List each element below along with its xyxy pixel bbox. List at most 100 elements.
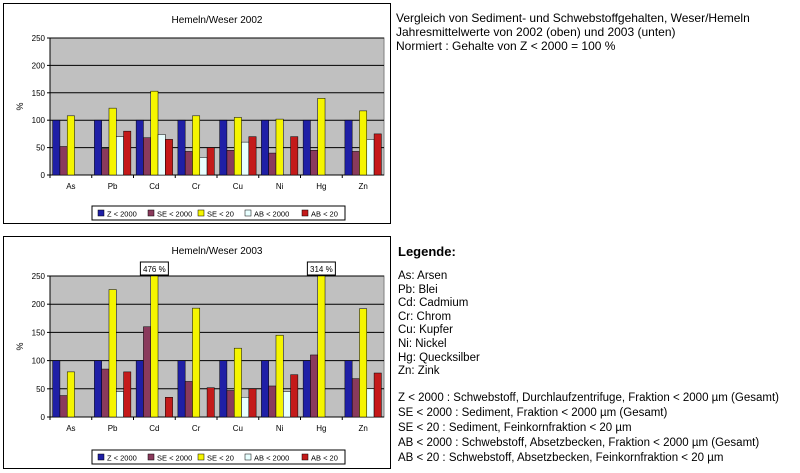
x-tick-label: Hg <box>316 424 326 433</box>
bar <box>359 110 368 176</box>
legend-swatch <box>301 209 309 217</box>
chart-2002: 0 50 100 150 200 250% Hemeln/Weser 2002 As Pb Cd C… <box>3 3 391 224</box>
bar <box>233 117 242 176</box>
bar <box>150 90 159 176</box>
bar <box>52 360 61 418</box>
value-callout-label: 314 % <box>310 265 333 274</box>
legend-label: SE < 2000 <box>157 454 192 463</box>
description: Vergleich von Sediment- und Schwebstoffg… <box>396 11 750 53</box>
x-tick-label: Cu <box>233 424 243 433</box>
bar <box>59 146 68 176</box>
element-item: Ni: Nickel <box>398 337 447 350</box>
bar <box>66 115 75 176</box>
x-tick-label: Hg <box>316 182 326 191</box>
bar <box>165 139 173 176</box>
bar <box>275 118 284 176</box>
bar <box>108 107 117 176</box>
bar <box>226 150 235 176</box>
bar <box>101 368 110 418</box>
y-tick-label: 50 <box>36 144 45 153</box>
legend-swatch <box>97 453 105 461</box>
bar <box>275 334 284 418</box>
element-legend: As: Arsen Pb: Blei Cd: Cadmium Cr: Chrom… <box>398 270 480 379</box>
legend-swatch <box>244 209 252 217</box>
bar <box>177 119 186 176</box>
value-callout-box <box>306 261 336 276</box>
bar <box>268 385 277 418</box>
element-item: Cu: Kupfer <box>398 324 453 337</box>
bar <box>101 148 110 176</box>
bar <box>184 381 193 418</box>
series-legend: Z < 2000 SE < 2000 SE < 20 AB < 2000 AB < 20 <box>91 205 346 221</box>
y-tick-label: 200 <box>32 300 46 309</box>
bar <box>302 119 311 176</box>
legend-swatch <box>147 453 155 461</box>
bar <box>366 388 375 418</box>
bar <box>143 137 151 176</box>
x-tick-label: As <box>66 182 75 191</box>
bar <box>143 326 151 418</box>
legend-label: SE < 20 <box>207 210 234 219</box>
legend-swatch <box>244 453 252 461</box>
code-item: SE < 2000 : Sediment, Fraktion < 2000 µm… <box>398 407 668 419</box>
y-axis-label: % <box>15 102 25 110</box>
bar <box>219 119 228 176</box>
x-tick-label: Cr <box>192 182 201 191</box>
bar <box>116 136 124 176</box>
legend-label: AB < 20 <box>311 210 338 219</box>
bar <box>199 157 208 176</box>
legend-label: Z < 2000 <box>107 210 137 219</box>
bar <box>94 360 102 418</box>
legend-label: AB < 2000 <box>254 454 289 463</box>
legend-swatch <box>197 209 205 217</box>
bar <box>317 98 326 176</box>
bar <box>302 360 311 418</box>
bar <box>116 391 124 418</box>
legend-label: AB < 20 <box>311 454 338 463</box>
bar <box>157 134 166 176</box>
bar <box>359 308 368 418</box>
x-tick-label: Zn <box>358 182 367 191</box>
element-item: Hg: Quecksilber <box>398 351 480 364</box>
bar <box>226 390 235 418</box>
bar <box>192 307 201 418</box>
value-callout: 314 % <box>306 261 336 276</box>
element-item: Cr: Chrom <box>398 310 452 323</box>
code-item: SE < 20 : Sediment, Feinkornfraktion < 2… <box>398 422 632 434</box>
bar <box>248 136 257 176</box>
value-callout: 476 % <box>139 261 169 276</box>
chart-title: Hemeln/Weser 2003 <box>172 246 263 257</box>
legend-label: SE < 20 <box>207 454 234 463</box>
y-tick-label: 0 <box>41 171 46 180</box>
legend-label: SE < 2000 <box>157 210 192 219</box>
chart-2003-svg: 0 50 100 150 200 250% Hemeln/Weser 2003 As Pb Cd C… <box>15 246 385 465</box>
legend-label: Z < 2000 <box>107 454 137 463</box>
bar <box>206 147 215 176</box>
bar <box>344 360 353 418</box>
bar <box>373 372 382 418</box>
chart-2002-svg: 0 50 100 150 200 250% Hemeln/Weser 2002 As Pb Cd C… <box>15 15 385 221</box>
legend-swatch <box>301 453 309 461</box>
bar <box>123 371 132 418</box>
bar <box>261 119 269 176</box>
bar <box>59 395 68 418</box>
x-tick-label: Pb <box>108 182 118 191</box>
y-axis-label: % <box>15 342 25 350</box>
chart-2003: 0 50 100 150 200 250% Hemeln/Weser 2003 As Pb Cd C… <box>3 236 391 469</box>
y-tick-label: 0 <box>41 413 46 422</box>
series-legend: Z < 2000 SE < 2000 SE < 20 AB < 2000 AB < 20 <box>91 449 346 465</box>
bar <box>290 136 299 176</box>
y-tick-label: 50 <box>36 385 45 394</box>
bar <box>351 378 360 418</box>
bar <box>165 397 173 418</box>
bar <box>344 119 353 176</box>
x-tick-label: Ni <box>276 424 284 433</box>
legend-swatch <box>97 209 105 217</box>
element-item: As: Arsen <box>398 270 448 282</box>
y-tick-label: 100 <box>32 357 46 366</box>
code-legend: Z < 2000 : Schwebstoff, Durchlaufzentrif… <box>398 391 779 466</box>
bar <box>94 119 102 176</box>
x-tick-label: Pb <box>108 424 118 433</box>
x-tick-label: Cr <box>192 424 201 433</box>
bar <box>108 289 117 418</box>
